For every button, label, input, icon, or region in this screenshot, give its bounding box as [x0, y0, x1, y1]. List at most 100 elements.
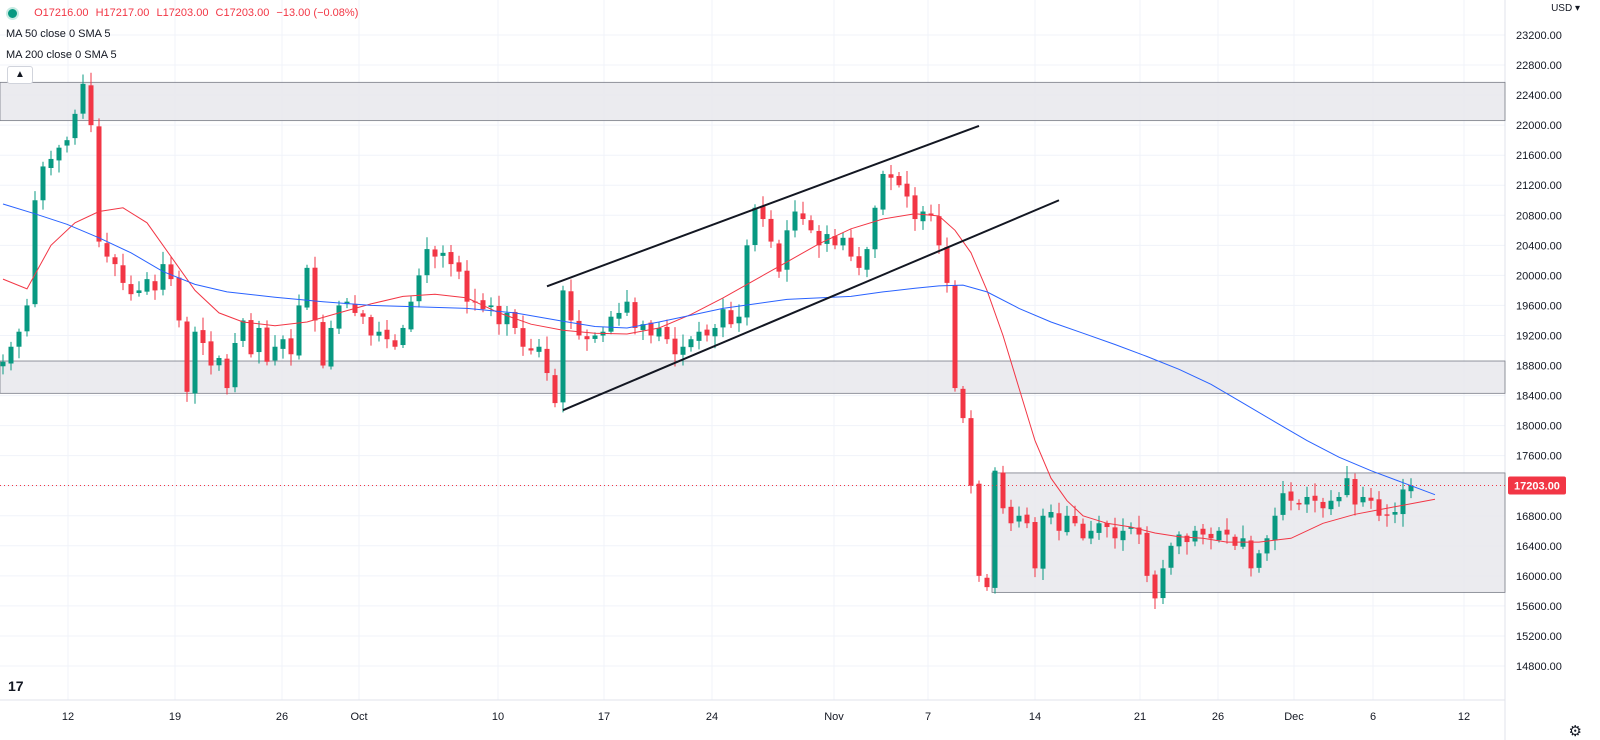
candle-down: [1032, 522, 1038, 569]
y-tick-label: 19600.00: [1516, 300, 1562, 312]
ma200-line: [2, 203, 1436, 496]
y-tick-label: 21600.00: [1516, 150, 1562, 162]
ma200-legend[interactable]: MA 200 close 0 SMA 5: [6, 49, 117, 61]
ma50-legend[interactable]: MA 50 close 0 SMA 5: [6, 28, 111, 40]
candle-up: [280, 339, 286, 349]
candle-down: [672, 338, 678, 355]
high-value: H17217.00: [95, 7, 150, 20]
candle-up: [240, 320, 246, 341]
candle-down: [760, 206, 766, 220]
x-tick-label: 24: [706, 711, 718, 723]
candle-up: [680, 346, 686, 355]
candle-up: [712, 327, 718, 337]
candle-up: [1088, 530, 1094, 539]
x-tick-label: 19: [169, 711, 181, 723]
candle-up: [32, 200, 38, 305]
candle-down: [976, 483, 982, 576]
candle-up: [24, 305, 30, 332]
x-tick-label: 6: [1370, 711, 1376, 723]
candle-down: [1296, 502, 1302, 505]
candle-up: [560, 290, 566, 403]
candle-up: [744, 245, 750, 318]
candle-up: [416, 275, 422, 302]
y-tick-label: 16400.00: [1516, 541, 1562, 553]
candle-up: [1392, 512, 1398, 515]
candle-up: [784, 230, 790, 270]
candle-up: [640, 324, 646, 331]
candle-up: [1048, 512, 1054, 518]
candle-down: [1312, 495, 1318, 501]
currency-selector[interactable]: USD ▾: [1551, 3, 1580, 14]
x-tick-label: 21: [1134, 711, 1146, 723]
candle-down: [112, 257, 118, 265]
y-tick-label: 19200.00: [1516, 330, 1562, 342]
candle-down: [944, 246, 950, 283]
candle-up: [400, 327, 406, 346]
candle-down: [896, 176, 902, 186]
candle-down: [1248, 540, 1254, 569]
candle-up: [880, 173, 886, 210]
candle-down: [1072, 515, 1078, 524]
candle-down: [800, 213, 806, 220]
candle-down: [368, 317, 374, 336]
candle-down: [1152, 574, 1158, 599]
candle-down: [848, 237, 854, 257]
candle-down: [952, 285, 958, 389]
candle-down: [832, 236, 838, 246]
candle-down: [88, 85, 94, 126]
candle-up: [824, 234, 830, 244]
candle-up: [336, 305, 342, 329]
y-tick-label: 14800.00: [1516, 661, 1562, 673]
candle-down: [984, 577, 990, 588]
candle-up: [720, 309, 726, 328]
candle-up: [136, 290, 142, 293]
candle-down: [1368, 497, 1374, 501]
candle-down: [528, 348, 534, 351]
candle-down: [384, 329, 390, 340]
ma50-line: [2, 207, 1436, 543]
support-resistance-zone: [991, 472, 1506, 593]
candle-up: [1040, 515, 1046, 569]
y-tick-label: 20800.00: [1516, 210, 1562, 222]
candle-up: [232, 342, 238, 388]
candle-down: [1376, 499, 1382, 516]
candle-up: [1160, 568, 1166, 599]
candle-down: [552, 375, 558, 404]
candle-up: [160, 264, 166, 290]
candle-down: [1144, 532, 1150, 576]
y-tick-label: 16800.00: [1516, 511, 1562, 523]
trend-line: [546, 124, 980, 288]
candle-down: [176, 277, 182, 321]
candle-up: [256, 327, 262, 353]
candle-down: [576, 320, 582, 336]
x-tick-label: 26: [276, 711, 288, 723]
candle-down: [152, 281, 158, 291]
candle-down: [1208, 533, 1214, 539]
candle-down: [928, 213, 934, 216]
candle-up: [696, 331, 702, 341]
candle-down: [912, 195, 918, 220]
candle-down: [248, 320, 254, 355]
x-tick-label: 26: [1212, 711, 1224, 723]
candle-up: [504, 312, 510, 325]
candle-up: [1176, 534, 1182, 547]
candle-up: [8, 346, 14, 364]
candle-up: [376, 331, 382, 336]
candle-up: [1280, 493, 1286, 515]
candle-down: [1184, 535, 1190, 543]
candle-up: [56, 147, 62, 161]
candle-down: [1080, 523, 1086, 539]
support-resistance-zone: [0, 81, 1506, 122]
collapse-legend-button[interactable]: ▲: [7, 66, 33, 84]
candle-down: [288, 338, 294, 355]
candle-up: [1096, 523, 1102, 533]
x-tick-label: Nov: [824, 711, 844, 723]
x-tick-label: 17: [598, 711, 610, 723]
y-tick-label: 16000.00: [1516, 571, 1562, 583]
y-tick-label: 21200.00: [1516, 180, 1562, 192]
candle-down: [544, 348, 550, 374]
candle-down: [224, 358, 230, 389]
candle-up: [1400, 489, 1406, 515]
gear-icon[interactable]: ⚙: [1568, 723, 1582, 740]
